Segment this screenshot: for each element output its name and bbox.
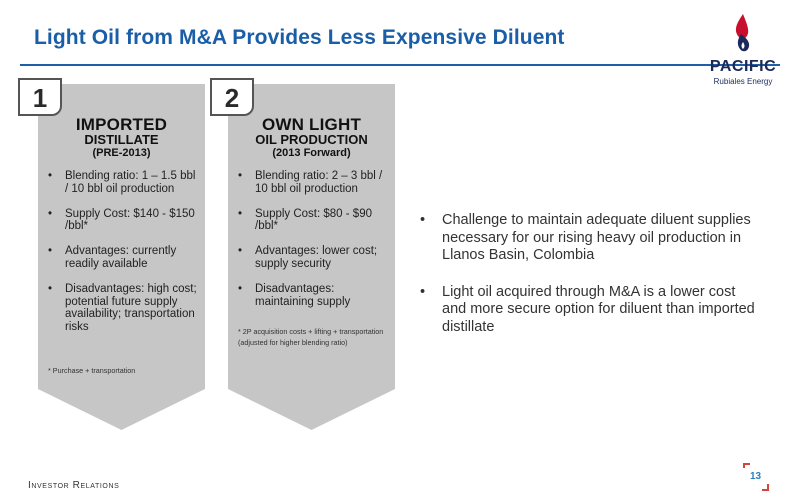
bullet-point: Challenge to maintain adequate diluent s… <box>420 212 760 265</box>
list-item: Supply Cost: $140 - $150 /bbl* <box>48 208 198 234</box>
card-heading-line2: OIL PRODUCTION <box>255 132 368 147</box>
company-logo: PACIFIC Rubiales Energy <box>698 12 788 104</box>
own-light-oil-card: 2 OWN LIGHT OIL PRODUCTION (2013 Forward… <box>210 78 395 430</box>
list-item: Advantages: currently readily available <box>48 245 198 271</box>
corner-bracket-icon <box>743 463 769 491</box>
page-number-badge: 13 <box>740 462 772 492</box>
flame-icon <box>735 14 750 52</box>
card-heading: OWN LIGHT <box>261 115 362 134</box>
imported-distillate-card: 1 IMPORTED DISTILLATE (PRE-2013) Blendin… <box>18 78 205 430</box>
card-heading-line2: DISTILLATE <box>84 132 159 147</box>
card-number: 2 <box>210 78 254 116</box>
list-item: Blending ratio: 1 – 1.5 bbl / 10 bbl oil… <box>48 170 198 196</box>
list-item: Supply Cost: $80 - $90 /bbl* <box>238 208 388 234</box>
card-subheading: (PRE-2013) <box>92 147 151 159</box>
card-footnote: * 2P acquisition costs + lifting + trans… <box>238 327 384 347</box>
card-heading: IMPORTED <box>75 115 168 134</box>
card-subheading: (2013 Forward) <box>272 147 351 159</box>
logo-subtitle: Rubiales Energy <box>713 77 773 86</box>
key-points: Challenge to maintain adequate diluent s… <box>420 212 760 355</box>
list-item: Disadvantages: maintaining supply <box>238 283 388 309</box>
slide-title: Light Oil from M&A Provides Less Expensi… <box>34 26 565 49</box>
bullet-point: Light oil acquired through M&A is a lowe… <box>420 284 760 337</box>
list-item: Blending ratio: 2 – 3 bbl / 10 bbl oil p… <box>238 170 388 196</box>
card-footnote: * Purchase + transportation <box>48 366 136 375</box>
card-items: Blending ratio: 1 – 1.5 bbl / 10 bbl oil… <box>48 170 198 346</box>
list-item: Disadvantages: high cost; potential futu… <box>48 283 198 334</box>
card-number: 1 <box>18 78 62 116</box>
footer-label: Investor Relations <box>28 480 120 491</box>
title-divider <box>20 64 780 66</box>
card-items: Blending ratio: 2 – 3 bbl / 10 bbl oil p… <box>238 170 388 320</box>
list-item: Advantages: lower cost; supply security <box>238 245 388 271</box>
logo-name: PACIFIC <box>709 58 777 75</box>
page-number: 13 <box>750 471 762 482</box>
